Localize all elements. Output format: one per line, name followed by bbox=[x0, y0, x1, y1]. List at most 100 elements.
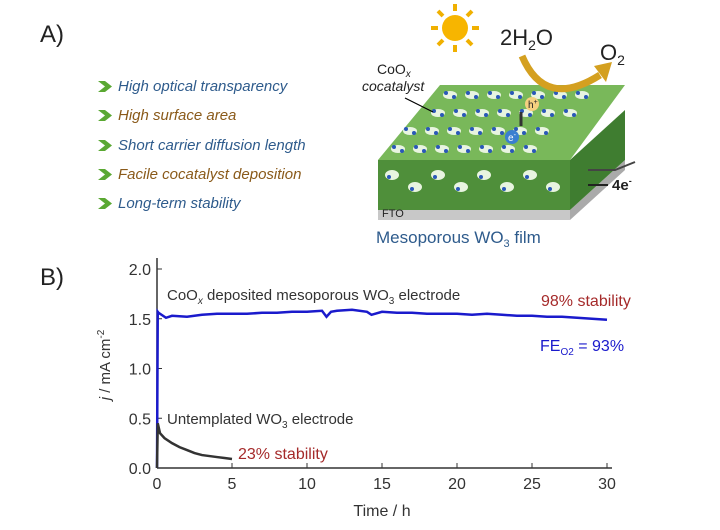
coox-particle bbox=[433, 175, 437, 179]
feature-text: Long-term stability bbox=[118, 195, 241, 212]
electron-icon bbox=[505, 130, 519, 144]
coox-particle bbox=[502, 145, 506, 149]
coox-particle bbox=[502, 187, 506, 191]
pore bbox=[546, 182, 560, 192]
coox-particle bbox=[392, 145, 396, 149]
y-tick-label: 1.5 bbox=[129, 312, 151, 329]
stability-23-label: 23% stability bbox=[238, 446, 328, 463]
coox-particle bbox=[479, 175, 483, 179]
feature-item: Short carrier diffusion length bbox=[98, 137, 306, 154]
electron-label: e- bbox=[508, 132, 517, 144]
coox-particle bbox=[476, 109, 480, 113]
coox-particle bbox=[440, 113, 444, 117]
wire-icon bbox=[588, 161, 636, 171]
coox-particle bbox=[484, 113, 488, 117]
coox-particle bbox=[572, 113, 576, 117]
coox-particle bbox=[514, 127, 518, 131]
coox-particle bbox=[576, 91, 580, 95]
x-tick-label: 25 bbox=[523, 476, 541, 493]
y-tick-label: 1.0 bbox=[129, 362, 151, 379]
pore bbox=[408, 182, 422, 192]
hole-label: h+ bbox=[528, 99, 538, 111]
coox-particle bbox=[448, 127, 452, 131]
arrowhead-icon bbox=[594, 62, 612, 82]
electrons-out-label: 4e- bbox=[612, 176, 632, 194]
x-tick-label: 10 bbox=[298, 476, 316, 493]
feature-item: High surface area bbox=[98, 107, 236, 124]
y-tick-label: 0.5 bbox=[129, 411, 151, 428]
pore bbox=[523, 170, 537, 180]
coox-particle bbox=[562, 95, 566, 99]
coox-particle bbox=[542, 109, 546, 113]
pore bbox=[500, 182, 514, 192]
feature-item: Facile cocatalyst deposition bbox=[98, 166, 301, 183]
coox-particle bbox=[550, 113, 554, 117]
coox-particle bbox=[462, 113, 466, 117]
coox-particle bbox=[414, 145, 418, 149]
chevron-right-icon bbox=[98, 140, 112, 151]
coox-series-label: CoOx deposited mesoporous WO3 electrode bbox=[167, 287, 460, 307]
chart: 0 5 10 15 20 25 30 0.0 0.5 1.0 1.5 2.0 bbox=[129, 258, 616, 493]
pore bbox=[454, 182, 468, 192]
feature-text: High optical transparency bbox=[118, 78, 288, 95]
coox-particle bbox=[506, 113, 510, 117]
pore bbox=[431, 170, 445, 180]
panel-b-label: B) bbox=[40, 264, 64, 291]
pointer-arrow-icon bbox=[404, 97, 434, 113]
coox-particle bbox=[480, 145, 484, 149]
untemplated-series-label: Untemplated WO3 electrode bbox=[167, 411, 353, 431]
coox-particle bbox=[400, 149, 404, 153]
coox-particle bbox=[548, 187, 552, 191]
coox-particle bbox=[478, 131, 482, 135]
coox-particle bbox=[536, 127, 540, 131]
coox-particle bbox=[444, 91, 448, 95]
coox-particle bbox=[488, 149, 492, 153]
x-tick-label: 20 bbox=[448, 476, 466, 493]
cocatalyst-label: CoOx bbox=[377, 61, 412, 80]
coox-particle bbox=[500, 131, 504, 135]
coox-particle bbox=[522, 131, 526, 135]
oxygen-label: O2 bbox=[600, 40, 625, 68]
coox-particle bbox=[454, 109, 458, 113]
chevron-right-icon bbox=[98, 169, 112, 180]
coox-particle bbox=[564, 109, 568, 113]
x-axis-label: Time / h bbox=[353, 503, 410, 520]
x-tick-label: 15 bbox=[373, 476, 391, 493]
coox-particle bbox=[410, 187, 414, 191]
faradaic-efficiency-label: FEO2 = 93% bbox=[540, 338, 624, 358]
chevron-right-icon bbox=[98, 198, 112, 209]
hole-icon bbox=[525, 97, 539, 111]
coox-particle bbox=[456, 131, 460, 135]
coox-particle bbox=[387, 175, 391, 179]
wo3-film-block bbox=[378, 85, 625, 220]
coox-particle bbox=[426, 127, 430, 131]
water-label: 2H2O bbox=[500, 25, 553, 53]
coox-particle bbox=[470, 127, 474, 131]
coox-particle bbox=[492, 127, 496, 131]
coox-particle bbox=[456, 187, 460, 191]
coox-particle bbox=[518, 95, 522, 99]
coox-particle bbox=[452, 95, 456, 99]
coox-particle bbox=[525, 175, 529, 179]
coox-particle bbox=[412, 131, 416, 135]
coox-particle bbox=[444, 149, 448, 153]
coox-particle bbox=[436, 145, 440, 149]
x-tick-label: 30 bbox=[598, 476, 616, 493]
coox-particle bbox=[498, 109, 502, 113]
y-tick-label: 0.0 bbox=[129, 461, 151, 478]
x-tick-label: 5 bbox=[228, 476, 237, 493]
cocatalyst-label-2: cocatalyst bbox=[362, 78, 425, 94]
panel-a-label: A) bbox=[40, 21, 64, 48]
coox-particle bbox=[422, 149, 426, 153]
chevron-right-icon bbox=[98, 81, 112, 92]
pore bbox=[385, 170, 399, 180]
x-tick-label: 0 bbox=[153, 476, 162, 493]
coox-series-line bbox=[155, 308, 608, 469]
coox-particle bbox=[458, 145, 462, 149]
coox-particle bbox=[532, 149, 536, 153]
coox-particle bbox=[404, 127, 408, 131]
coox-particle bbox=[474, 95, 478, 99]
untemplated-series-line bbox=[155, 422, 233, 469]
